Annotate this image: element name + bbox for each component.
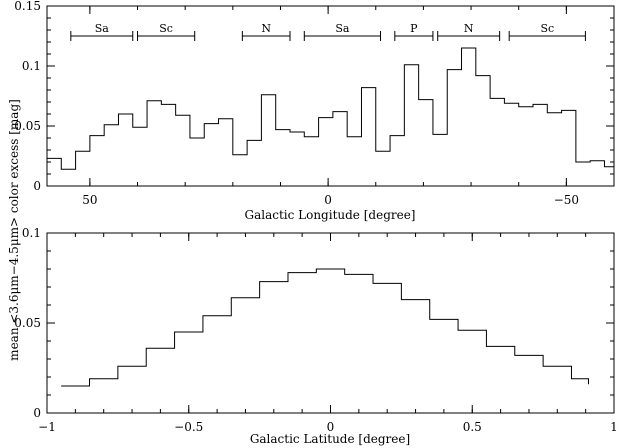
y-tick-label: 0.05: [14, 119, 41, 133]
x-tick-label: 1: [610, 420, 617, 434]
y-tick-label: 0.05: [14, 316, 41, 330]
segment-label: Sc: [540, 22, 554, 35]
y-axis-label: mean <3.6μm−4.5μm> color excess [mag]: [7, 99, 21, 361]
segment-label: Sa: [95, 22, 110, 35]
segment-label: N: [464, 22, 474, 35]
segment-marker: P: [394, 22, 434, 41]
x-axis-label-latitude: Galactic Latitude [degree]: [250, 432, 410, 446]
x-tick-label: −0.5: [174, 420, 203, 434]
x-tick-label: 0: [324, 193, 332, 207]
plot-frame: [46, 232, 615, 414]
y-tick-label: 0.15: [14, 0, 41, 13]
step-series-line: [61, 268, 589, 387]
y-tick-label: 0: [33, 406, 41, 420]
plot-frame: [46, 5, 615, 187]
y-tick-label: 0.1: [22, 226, 41, 240]
segment-marker: Sc: [508, 22, 586, 41]
segment-label: N: [261, 22, 271, 35]
segment-marker: Sc: [137, 22, 196, 41]
segment-marker: Sa: [303, 22, 382, 41]
longitude-panel: Galactic Longitude [degree] 0 0.05 0.1 0.15…: [14, 0, 615, 222]
segment-label: Sc: [159, 22, 173, 35]
y-tick-label: 0.1: [22, 59, 41, 73]
x-tick-label: 0: [327, 420, 335, 434]
x-tick-label: 50: [82, 193, 97, 207]
x-tick-label: −1: [38, 420, 56, 434]
segment-label: P: [410, 22, 418, 35]
segment-marker: N: [437, 22, 501, 41]
segment-label: Sa: [335, 22, 350, 35]
x-axis-label-longitude: Galactic Longitude [degree]: [244, 208, 415, 222]
latitude-panel: Galactic Latitude [degree] 0 0.05 0.1 −1 −0.…: [14, 226, 617, 446]
segment-marker: N: [241, 22, 291, 41]
segment-marker: Sa: [70, 22, 134, 41]
step-series-line: [47, 47, 614, 170]
x-tick-label: 0.5: [463, 420, 482, 434]
x-tick-label: −50: [554, 193, 579, 207]
y-tick-label: 0: [33, 179, 41, 193]
